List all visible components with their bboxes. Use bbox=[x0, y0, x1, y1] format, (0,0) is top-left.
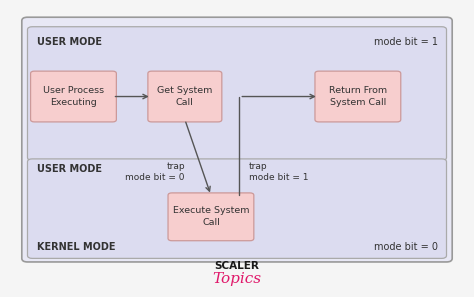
FancyBboxPatch shape bbox=[22, 17, 452, 262]
FancyBboxPatch shape bbox=[168, 193, 254, 241]
Text: Return From
System Call: Return From System Call bbox=[329, 86, 387, 107]
FancyBboxPatch shape bbox=[27, 27, 447, 160]
FancyBboxPatch shape bbox=[27, 159, 447, 258]
Text: Topics: Topics bbox=[212, 272, 262, 286]
Text: USER MODE: USER MODE bbox=[37, 164, 102, 174]
Text: USER MODE: USER MODE bbox=[37, 37, 102, 47]
Text: mode bit = 0: mode bit = 0 bbox=[374, 242, 438, 252]
FancyBboxPatch shape bbox=[30, 71, 117, 122]
Text: mode bit = 1: mode bit = 1 bbox=[374, 37, 438, 47]
Text: trap
mode bit = 1: trap mode bit = 1 bbox=[249, 162, 309, 182]
Text: trap
mode bit = 0: trap mode bit = 0 bbox=[125, 162, 185, 182]
Text: KERNEL MODE: KERNEL MODE bbox=[37, 242, 116, 252]
Text: Execute System
Call: Execute System Call bbox=[173, 206, 249, 227]
Text: SCALER: SCALER bbox=[215, 261, 259, 271]
Text: User Process
Executing: User Process Executing bbox=[43, 86, 104, 107]
Text: Get System
Call: Get System Call bbox=[157, 86, 212, 107]
FancyBboxPatch shape bbox=[148, 71, 222, 122]
FancyBboxPatch shape bbox=[315, 71, 401, 122]
